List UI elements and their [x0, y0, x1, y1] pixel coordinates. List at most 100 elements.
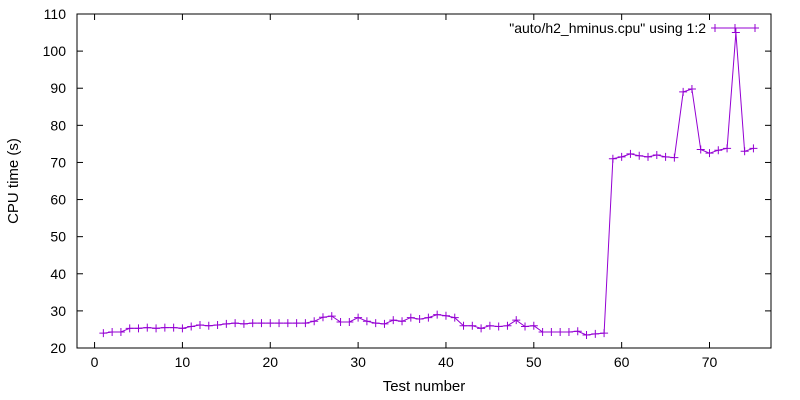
data-point [380, 319, 389, 328]
data-point [644, 152, 653, 161]
data-point [573, 327, 582, 336]
data-point [99, 329, 108, 338]
data-point [477, 324, 486, 333]
data-point [231, 319, 240, 328]
data-point [468, 321, 477, 330]
data-point [169, 323, 178, 332]
axis-ticks: 0 10 20 30 40 50 60 70 20 30 40 50 60 70 80 90 100 110 [43, 6, 771, 370]
data-point [398, 317, 407, 326]
x-axis-label: Test number [383, 378, 466, 395]
data-point [661, 152, 670, 161]
x-tick-label: 40 [438, 354, 454, 370]
y-axis-label: CPU time (s) [5, 138, 22, 224]
data-point [591, 329, 600, 338]
y-tick-label: 100 [43, 43, 67, 59]
data-point [705, 149, 714, 158]
data-point [687, 84, 696, 93]
data-point [222, 319, 231, 328]
data-point [178, 324, 187, 333]
x-tick-label: 0 [91, 354, 99, 370]
y-tick-label: 90 [50, 80, 66, 96]
data-point [723, 144, 732, 153]
data-point [143, 323, 152, 332]
legend-point [711, 24, 719, 32]
data-point [635, 151, 644, 160]
data-point [406, 313, 415, 322]
legend-label: "auto/h2_hminus.cpu" using 1:2 [509, 20, 706, 36]
data-point [336, 318, 345, 327]
y-tick-label: 40 [50, 266, 66, 282]
data-point [485, 321, 494, 330]
y-tick-label: 20 [50, 340, 66, 356]
x-tick-label: 20 [262, 354, 278, 370]
y-tick-label: 70 [50, 154, 66, 170]
y-tick-label: 50 [50, 229, 66, 245]
data-point [125, 324, 134, 333]
data-point [582, 331, 591, 340]
data-point [433, 310, 442, 319]
data-point [494, 322, 503, 331]
data-point [740, 147, 749, 156]
data-point [731, 28, 740, 37]
data-point [275, 319, 284, 328]
data-point [696, 145, 705, 154]
legend-point [731, 24, 739, 32]
data-point [134, 324, 143, 333]
data-point [301, 319, 310, 328]
data-point [239, 319, 248, 328]
data-point [187, 322, 196, 331]
data-point [257, 319, 266, 328]
data-point [424, 313, 433, 322]
data-point [450, 313, 459, 322]
y-tick-label: 60 [50, 192, 66, 208]
x-tick-label: 60 [614, 354, 630, 370]
data-point [617, 152, 626, 161]
data-point [608, 154, 617, 163]
data-point [266, 319, 275, 328]
data-point [362, 317, 371, 326]
data-point [204, 321, 213, 330]
data-point [248, 319, 257, 328]
x-tick-label: 70 [702, 354, 718, 370]
data-point [160, 323, 169, 332]
data-point [503, 321, 512, 330]
x-tick-label: 10 [175, 354, 191, 370]
data-point [749, 144, 758, 153]
data-point [547, 328, 556, 337]
data-point [529, 321, 538, 330]
x-tick-label: 30 [350, 354, 366, 370]
data-point [512, 316, 521, 325]
y-tick-label: 80 [50, 117, 66, 133]
data-point [389, 316, 398, 325]
data-point [441, 311, 450, 320]
data-point [318, 313, 327, 322]
data-point [310, 317, 319, 326]
data-point [415, 315, 424, 324]
y-tick-label: 30 [50, 303, 66, 319]
x-tick-label: 50 [526, 354, 542, 370]
data-point [283, 319, 292, 328]
data-point [152, 324, 161, 333]
series-layer [99, 28, 758, 340]
legend-marker [711, 24, 759, 32]
data-point [670, 153, 679, 162]
data-point [292, 319, 301, 328]
data-point [626, 149, 635, 158]
data-point [327, 312, 336, 321]
data-point [195, 320, 204, 329]
data-point [108, 328, 117, 337]
data-point [679, 87, 688, 96]
data-point [521, 322, 530, 331]
data-point [213, 320, 222, 329]
data-point [564, 328, 573, 337]
data-point [538, 328, 547, 337]
y-tick-label: 110 [44, 6, 67, 22]
data-point [459, 321, 468, 330]
data-point [354, 313, 363, 322]
data-point [652, 151, 661, 160]
series-line [103, 32, 754, 336]
legend-point [751, 24, 759, 32]
plot-frame [76, 13, 772, 349]
data-point [714, 146, 723, 155]
